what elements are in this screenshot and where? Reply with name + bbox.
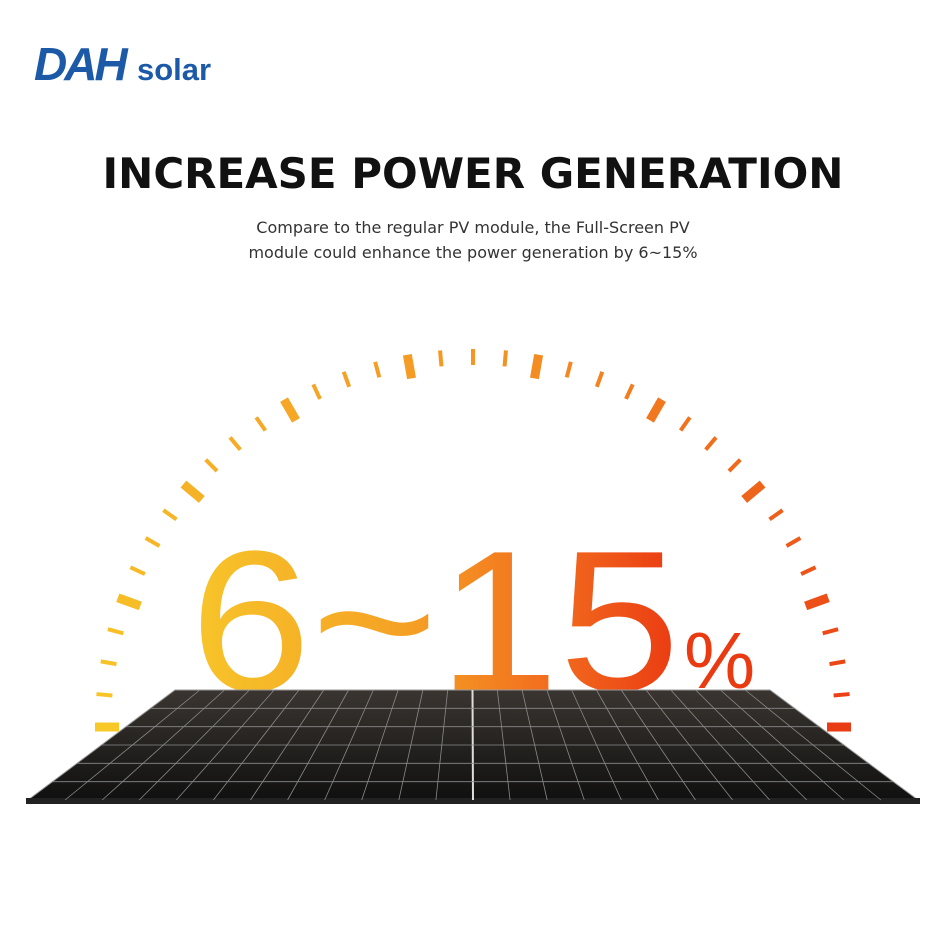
- gauge-tick: [800, 565, 817, 576]
- gauge-tick: [254, 416, 268, 432]
- gauge-tick: [530, 353, 544, 380]
- gauge-tick: [502, 350, 508, 367]
- subtitle-line: Compare to the regular PV module, the Fu…: [256, 218, 689, 237]
- gauge-tick: [402, 353, 416, 380]
- gauge-tick: [107, 627, 124, 636]
- logo-text: solar: [137, 52, 211, 87]
- logo-mark: DAH: [34, 38, 128, 90]
- gauge-tick: [829, 659, 846, 667]
- gauge-ticks: [95, 349, 851, 732]
- gauge-tick: [438, 350, 444, 367]
- gauge-tick: [704, 436, 718, 451]
- gauge-tick: [646, 397, 666, 423]
- gauge-tick: [822, 627, 839, 636]
- panel-frame: [26, 798, 920, 804]
- gauge-tick: [311, 383, 322, 400]
- gauge-tick: [594, 371, 605, 388]
- title: INCREASE POWER GENERATION: [103, 149, 844, 198]
- gauge-tick: [564, 361, 573, 378]
- gauge-tick: [373, 361, 382, 378]
- gauge-tick: [741, 480, 766, 503]
- gauge-tick: [96, 692, 113, 698]
- solar-panel: [26, 689, 920, 804]
- gauge-tick: [144, 536, 161, 548]
- gauge-tick: [833, 692, 850, 698]
- gauge-tick: [116, 593, 142, 611]
- gauge-tick: [727, 458, 742, 473]
- gauge-tick: [804, 593, 830, 611]
- gauge-tick: [768, 508, 784, 522]
- subtitle-line: module could enhance the power generatio…: [248, 243, 697, 262]
- gauge-tick: [785, 536, 802, 548]
- gauge-tick: [180, 480, 205, 503]
- gauge-tick: [204, 458, 219, 473]
- gauge-tick: [280, 397, 300, 423]
- gauge-tick: [678, 416, 692, 432]
- gauge-tick: [341, 371, 352, 388]
- gauge-tick: [624, 383, 635, 400]
- gauge-tick: [129, 565, 146, 576]
- gauge-tick: [228, 436, 242, 451]
- gauge-tick: [100, 659, 117, 667]
- gauge-tick: [162, 508, 178, 522]
